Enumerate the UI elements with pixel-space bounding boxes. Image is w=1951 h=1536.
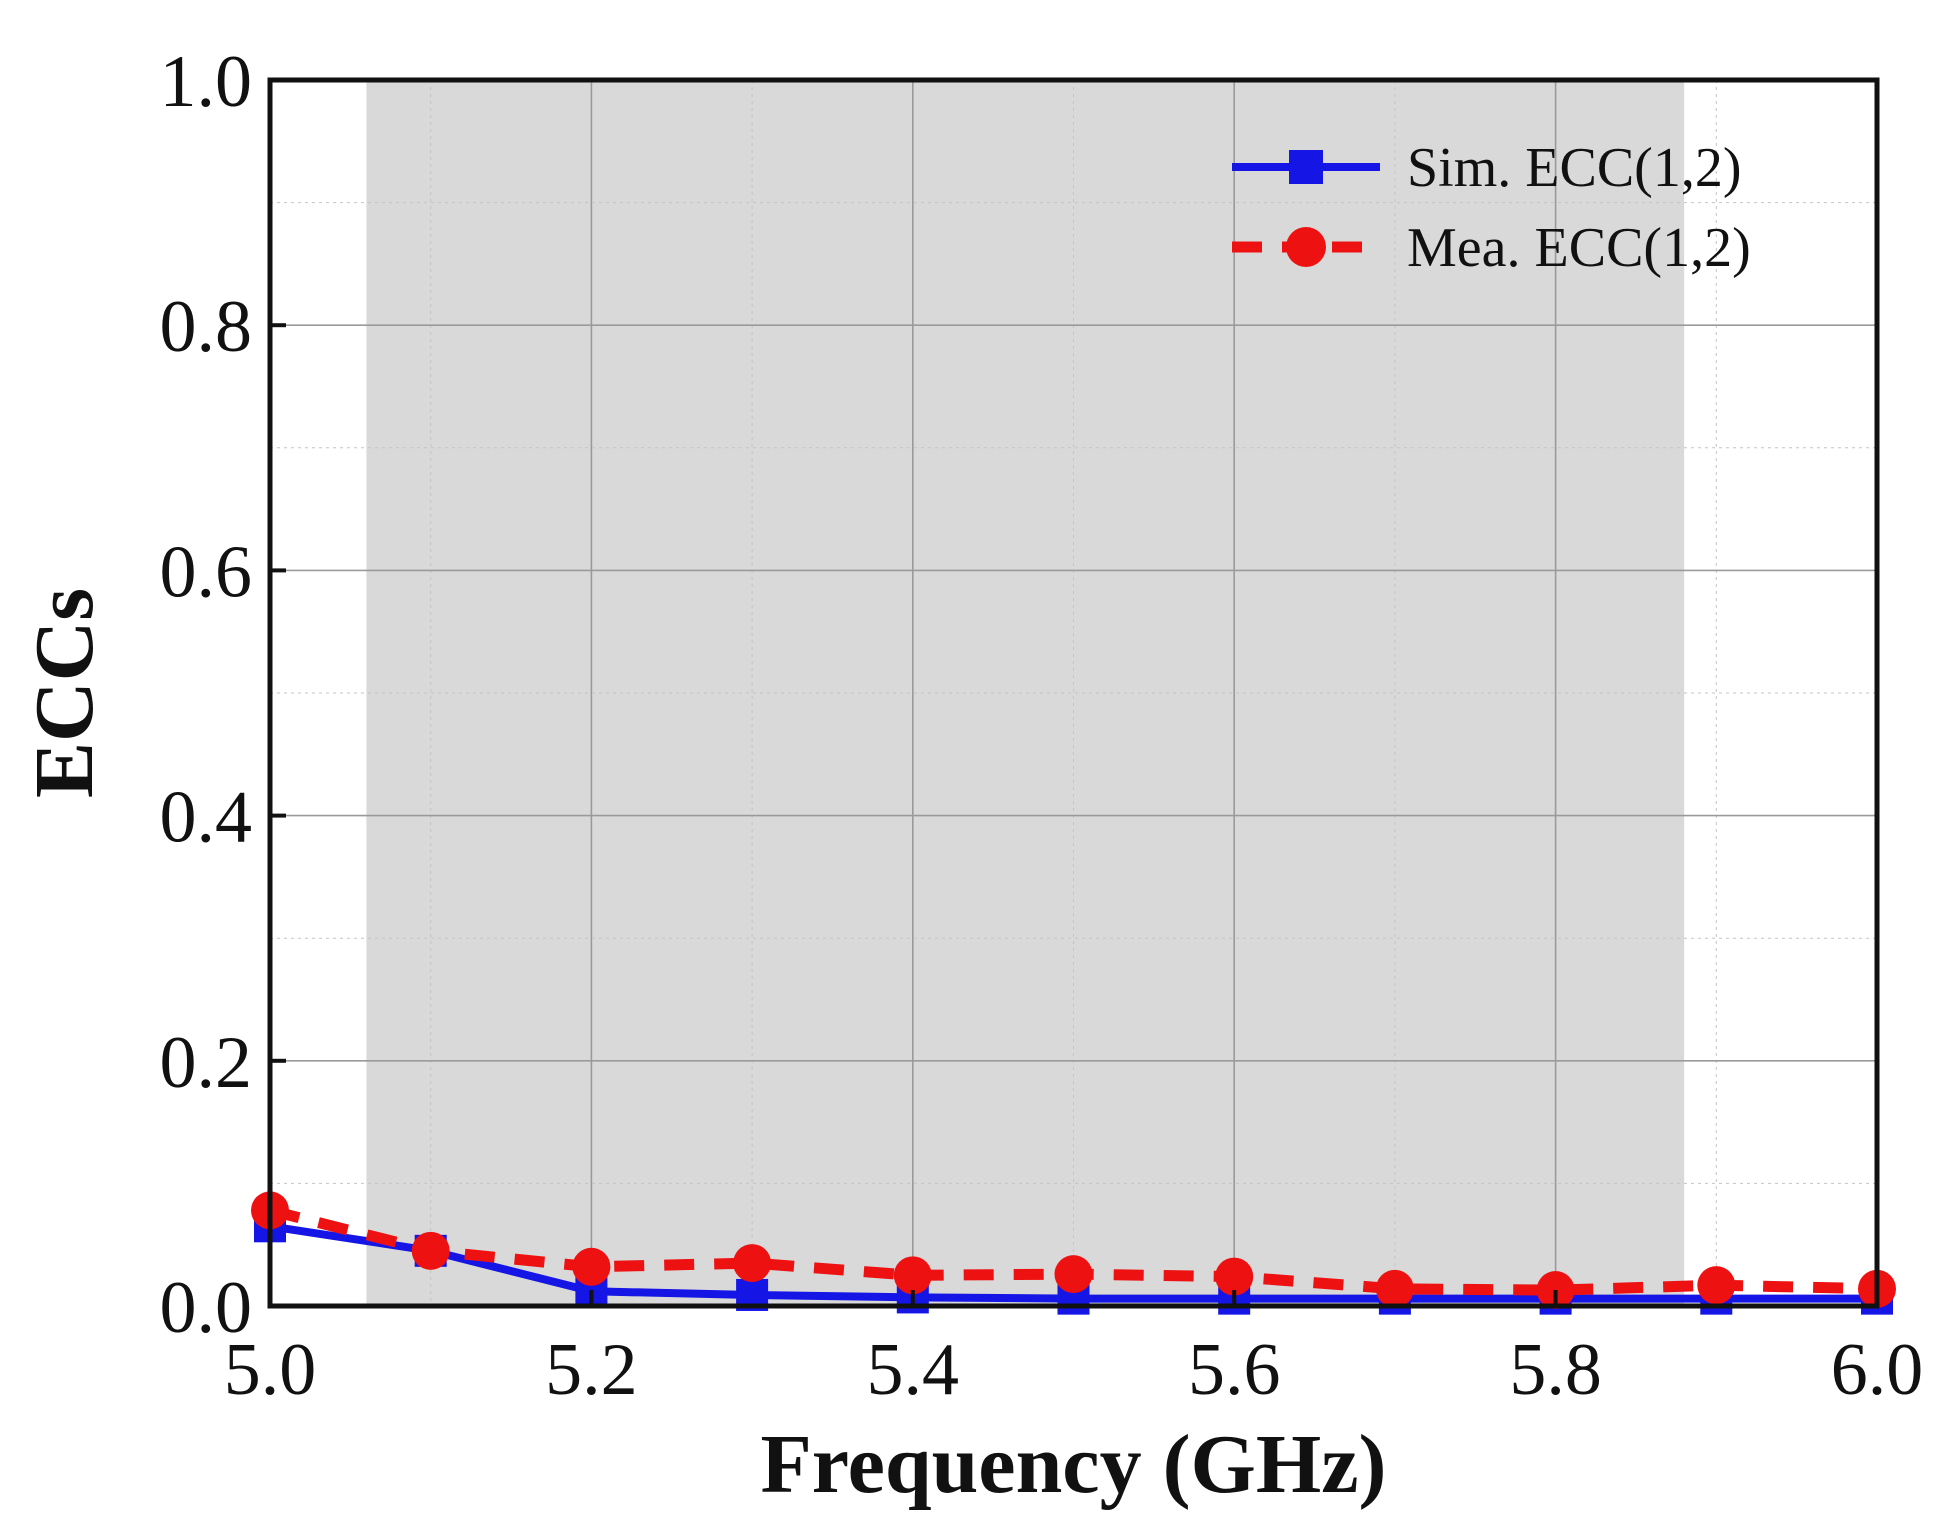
x-tick-label: 5.6 (1188, 1329, 1281, 1411)
legend: Sim. ECC(1,2) Mea. ECC(1,2) (1232, 137, 1751, 279)
x-tick-label: 5.2 (545, 1329, 638, 1411)
legend-marker-sim (1289, 150, 1323, 184)
tick-layer: 5.0 5.2 5.4 5.6 5.8 6.0 0.0 0.2 0.4 0.6 0.8 1.0 (160, 41, 1924, 1411)
y-tick-label: 0.2 (160, 1022, 253, 1104)
mea-marker-point (1375, 1269, 1414, 1308)
y-tick-label: 0.6 (160, 531, 253, 613)
x-tick-label: 6.0 (1831, 1329, 1924, 1411)
y-axis-title: ECCs (18, 588, 111, 798)
x-axis-title: Frequency (GHz) (761, 1418, 1387, 1511)
mea-marker-point (1697, 1266, 1736, 1305)
mea-marker-point (411, 1231, 450, 1270)
plot-frame (267, 77, 1880, 1309)
legend-marker-mea (1286, 227, 1326, 267)
y-tick-label: 0.4 (160, 777, 253, 859)
x-tick-label: 5.0 (224, 1329, 317, 1411)
y-tick-label: 0.8 (160, 286, 253, 368)
legend-label-mea: Mea. ECC(1,2) (1407, 217, 1751, 279)
x-tick-label: 5.8 (1509, 1329, 1602, 1411)
x-tick-label: 5.4 (867, 1329, 960, 1411)
y-tick-label: 0.0 (160, 1267, 253, 1349)
mea-marker-point (572, 1247, 611, 1286)
mea-marker-point (1215, 1257, 1254, 1296)
mea-marker-point (893, 1256, 932, 1295)
legend-label-sim: Sim. ECC(1,2) (1407, 137, 1741, 199)
mea-marker-point (1054, 1255, 1093, 1294)
mea-marker-point (733, 1244, 772, 1283)
y-tick-label: 1.0 (160, 41, 253, 123)
axis-title-layer: Frequency (GHz) ECCs (18, 588, 1386, 1511)
